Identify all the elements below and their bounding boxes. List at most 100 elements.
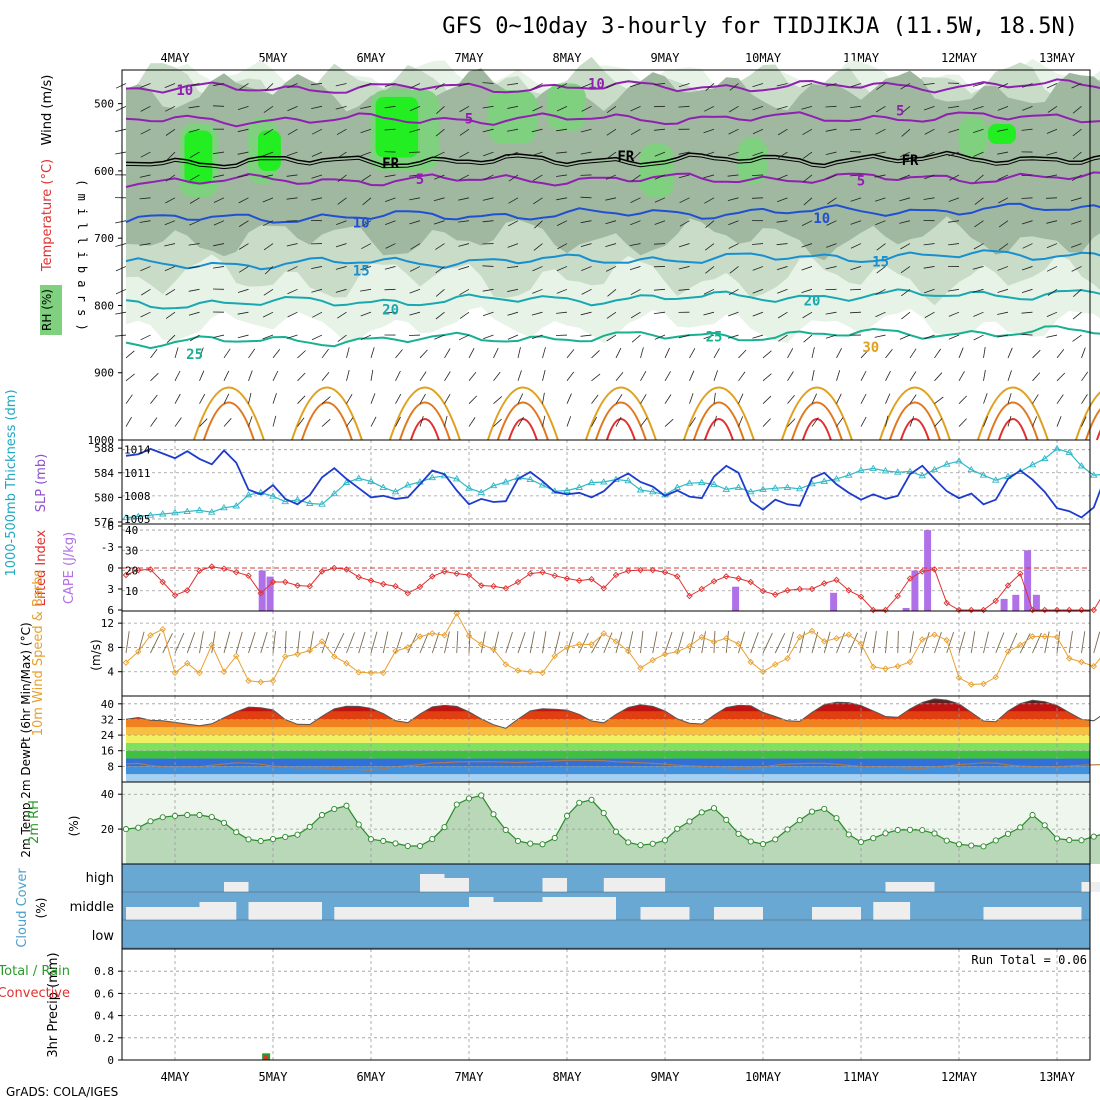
wind-barb — [115, 243, 127, 247]
warm-dome-contour — [300, 401, 353, 441]
wind-barb — [876, 243, 886, 251]
wind-barb — [704, 243, 715, 251]
wind-barb — [825, 128, 837, 132]
wind-speed-marker — [931, 631, 938, 638]
li-marker — [135, 566, 142, 574]
wind-barb — [507, 334, 519, 340]
wind-barb — [311, 266, 323, 269]
date-label-top: 5MAY — [259, 51, 289, 65]
wind-speed-marker — [637, 664, 644, 672]
thickness-tick-label: 576 — [94, 516, 114, 529]
wind-barb — [923, 197, 935, 200]
wind-barb — [409, 128, 421, 133]
wind-barb — [150, 372, 159, 382]
li-marker — [220, 565, 228, 572]
li-marker — [1029, 606, 1036, 614]
wind-barb — [777, 288, 788, 294]
date-label-top: 4MAY — [161, 51, 191, 65]
wind-barb — [566, 416, 572, 427]
li-marker — [514, 578, 522, 586]
wind-barb — [508, 197, 519, 204]
wind-barb — [410, 266, 421, 272]
wind-barb — [777, 128, 788, 136]
thickness-marker — [759, 485, 767, 492]
rh-marker — [747, 838, 754, 845]
wind-speed-marker — [612, 638, 620, 645]
date-label-top: 10MAY — [745, 51, 782, 65]
wind-barb — [434, 83, 445, 90]
rh-marker — [600, 810, 607, 817]
thickness-marker — [771, 484, 780, 491]
wind-speed-marker — [833, 635, 840, 642]
thickness-marker — [195, 506, 204, 513]
wind-barb — [1071, 174, 1082, 182]
wind-barb — [998, 243, 1009, 251]
wind-barb — [468, 348, 475, 359]
wind-barb — [458, 197, 470, 201]
wind-speed-marker-group — [122, 610, 1097, 688]
thickness-marker — [501, 478, 510, 485]
wind-speed-marker — [600, 630, 607, 637]
wind-barb — [337, 334, 347, 343]
cloud-ylabel-units: (%) — [34, 898, 48, 919]
wind-barb — [493, 418, 502, 427]
rh-area — [126, 795, 1100, 864]
wind-speed-marker — [380, 669, 387, 677]
precip-ylabel: 3hr Precip (mm) — [46, 952, 61, 1057]
rh-ylabel-units: (%) — [67, 816, 81, 837]
li-marker — [282, 578, 289, 586]
surface-barb — [431, 631, 440, 654]
thickness-marker — [403, 481, 412, 488]
wind-barb — [1022, 83, 1033, 88]
li-tick-label: 0 — [107, 562, 114, 575]
wind-barb — [751, 243, 764, 245]
wind-barb — [213, 334, 225, 338]
wind-barb — [435, 128, 445, 137]
wind-ylabel-units: (m/s) — [89, 639, 103, 670]
surface-barb — [370, 631, 378, 654]
thickness-marker — [293, 495, 302, 503]
thickness-marker-group — [122, 444, 1098, 521]
wind-barb — [458, 243, 470, 247]
pressure-tick-label: 700 — [94, 232, 114, 245]
wind-barb — [803, 334, 813, 343]
wind-speed-marker — [845, 631, 852, 638]
wind-barb — [337, 174, 347, 183]
wind-barb — [419, 415, 424, 427]
wind-barb — [580, 128, 592, 133]
wind-barb — [166, 151, 176, 161]
date-label-top: 8MAY — [553, 51, 583, 65]
wind-barb — [591, 373, 601, 382]
wind-barb — [483, 174, 494, 181]
wind-speed-marker — [514, 667, 522, 674]
wind-tick-label: 4 — [107, 666, 114, 679]
wind-barb — [150, 417, 158, 427]
wind-barb — [901, 106, 911, 114]
cloud-block — [248, 902, 322, 920]
li-marker — [478, 582, 485, 589]
warm-dome-contour — [290, 386, 363, 441]
wind-barb — [924, 174, 935, 180]
wind-speed-marker — [171, 669, 179, 677]
temp-stripe — [126, 735, 1090, 743]
wind-barb — [900, 243, 911, 250]
wind-barb — [517, 416, 524, 427]
wind-barb — [876, 266, 886, 274]
wind-barb — [223, 370, 230, 381]
rh-marker — [968, 842, 975, 849]
wind-barb — [468, 395, 478, 404]
surface-barb — [750, 632, 759, 654]
grads-footer: GrADS: COLA/IGES — [6, 1085, 118, 1099]
wind-speed-marker — [563, 644, 571, 651]
wind-speed-marker — [943, 636, 950, 644]
wind-barb — [849, 151, 862, 153]
wind-barb — [738, 416, 744, 427]
rh-marker — [576, 799, 583, 806]
surface-barb — [223, 631, 231, 654]
wind-barb — [703, 311, 715, 316]
wind-speed-marker — [1053, 633, 1061, 641]
li-marker — [833, 576, 840, 584]
thickness-marker — [1089, 471, 1098, 478]
wind-barb — [850, 83, 862, 88]
rh-marker — [441, 824, 448, 831]
